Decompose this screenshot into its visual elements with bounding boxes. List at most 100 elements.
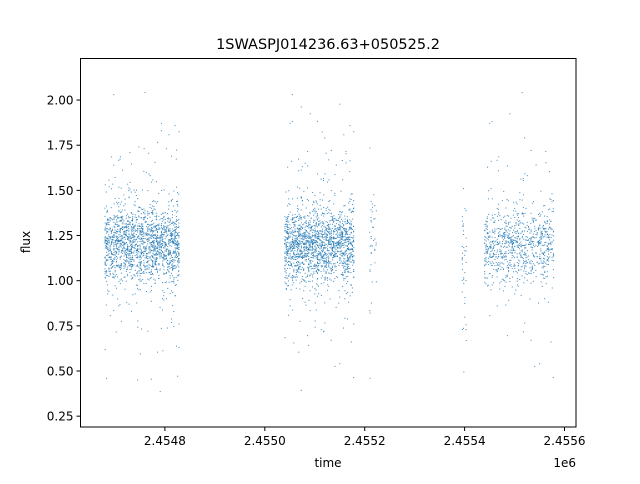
data-point (537, 242, 539, 244)
data-point (289, 242, 291, 244)
data-point (150, 255, 152, 257)
data-point (293, 245, 295, 247)
data-point (348, 270, 350, 272)
data-point (128, 236, 130, 238)
data-point (129, 217, 131, 219)
data-point (293, 246, 295, 248)
data-point (299, 320, 301, 322)
data-point (136, 254, 138, 256)
data-point (297, 247, 299, 249)
data-point (337, 235, 339, 237)
data-point (168, 271, 170, 273)
data-point (462, 225, 464, 227)
data-point (541, 252, 543, 254)
data-point (347, 256, 349, 258)
data-point (168, 218, 170, 220)
data-point (501, 237, 503, 239)
data-point (314, 194, 316, 196)
data-point (117, 216, 119, 218)
data-point (506, 335, 508, 337)
data-point (108, 267, 110, 269)
data-point (330, 339, 332, 341)
data-point (150, 207, 152, 209)
data-point (133, 250, 135, 252)
data-point (334, 255, 336, 257)
data-point (117, 215, 119, 217)
data-point (164, 231, 166, 233)
data-point (154, 234, 156, 236)
data-point (165, 148, 167, 150)
data-point (118, 225, 120, 227)
data-point (110, 218, 112, 220)
data-point (168, 263, 170, 265)
data-point (142, 208, 144, 210)
data-point (523, 282, 525, 284)
data-point (113, 248, 115, 250)
data-point (133, 241, 135, 243)
data-point (335, 233, 337, 235)
data-point (516, 256, 518, 258)
data-point (339, 225, 341, 227)
data-point (168, 253, 170, 255)
data-point (484, 276, 486, 278)
data-point (338, 251, 340, 253)
data-point (143, 232, 145, 234)
data-point (345, 276, 347, 278)
data-point (516, 278, 518, 280)
data-point (164, 218, 166, 220)
data-point (134, 225, 136, 227)
data-point (345, 233, 347, 235)
data-point (119, 240, 121, 242)
data-point (155, 236, 157, 238)
data-point (549, 198, 551, 200)
data-point (341, 255, 343, 257)
data-point (338, 227, 340, 229)
data-point (300, 217, 302, 219)
data-point (173, 265, 175, 267)
data-point (168, 249, 170, 251)
data-point (158, 248, 160, 250)
data-point (140, 269, 142, 271)
data-point (339, 215, 341, 217)
data-point (314, 326, 316, 328)
data-point (107, 231, 109, 233)
data-point (329, 267, 331, 269)
data-point (118, 159, 120, 161)
data-point (290, 258, 292, 260)
data-point (114, 243, 116, 245)
data-point (498, 211, 500, 213)
data-point (300, 216, 302, 218)
data-point (314, 252, 316, 254)
data-point (106, 238, 108, 240)
data-point (497, 232, 499, 234)
data-point (306, 240, 308, 242)
data-point (119, 242, 121, 244)
data-point (294, 220, 296, 222)
data-point (168, 254, 170, 256)
data-point (152, 223, 154, 225)
data-point (532, 236, 534, 238)
data-point (285, 220, 287, 222)
data-point (178, 131, 180, 133)
data-point (333, 254, 335, 256)
data-point (327, 231, 329, 233)
data-point (300, 233, 302, 235)
data-point (350, 228, 352, 230)
data-point (517, 213, 519, 215)
data-point (172, 263, 174, 265)
data-point (508, 263, 510, 265)
data-point (485, 245, 487, 247)
data-point (344, 215, 346, 217)
data-point (511, 246, 513, 248)
data-point (163, 257, 165, 259)
data-point (484, 264, 486, 266)
data-point (172, 214, 174, 216)
data-point (503, 263, 505, 265)
data-point (327, 239, 329, 241)
data-point (521, 235, 523, 237)
data-point (133, 234, 135, 236)
data-point (105, 304, 107, 306)
data-point (528, 255, 530, 257)
data-point (330, 243, 332, 245)
data-point (158, 242, 160, 244)
